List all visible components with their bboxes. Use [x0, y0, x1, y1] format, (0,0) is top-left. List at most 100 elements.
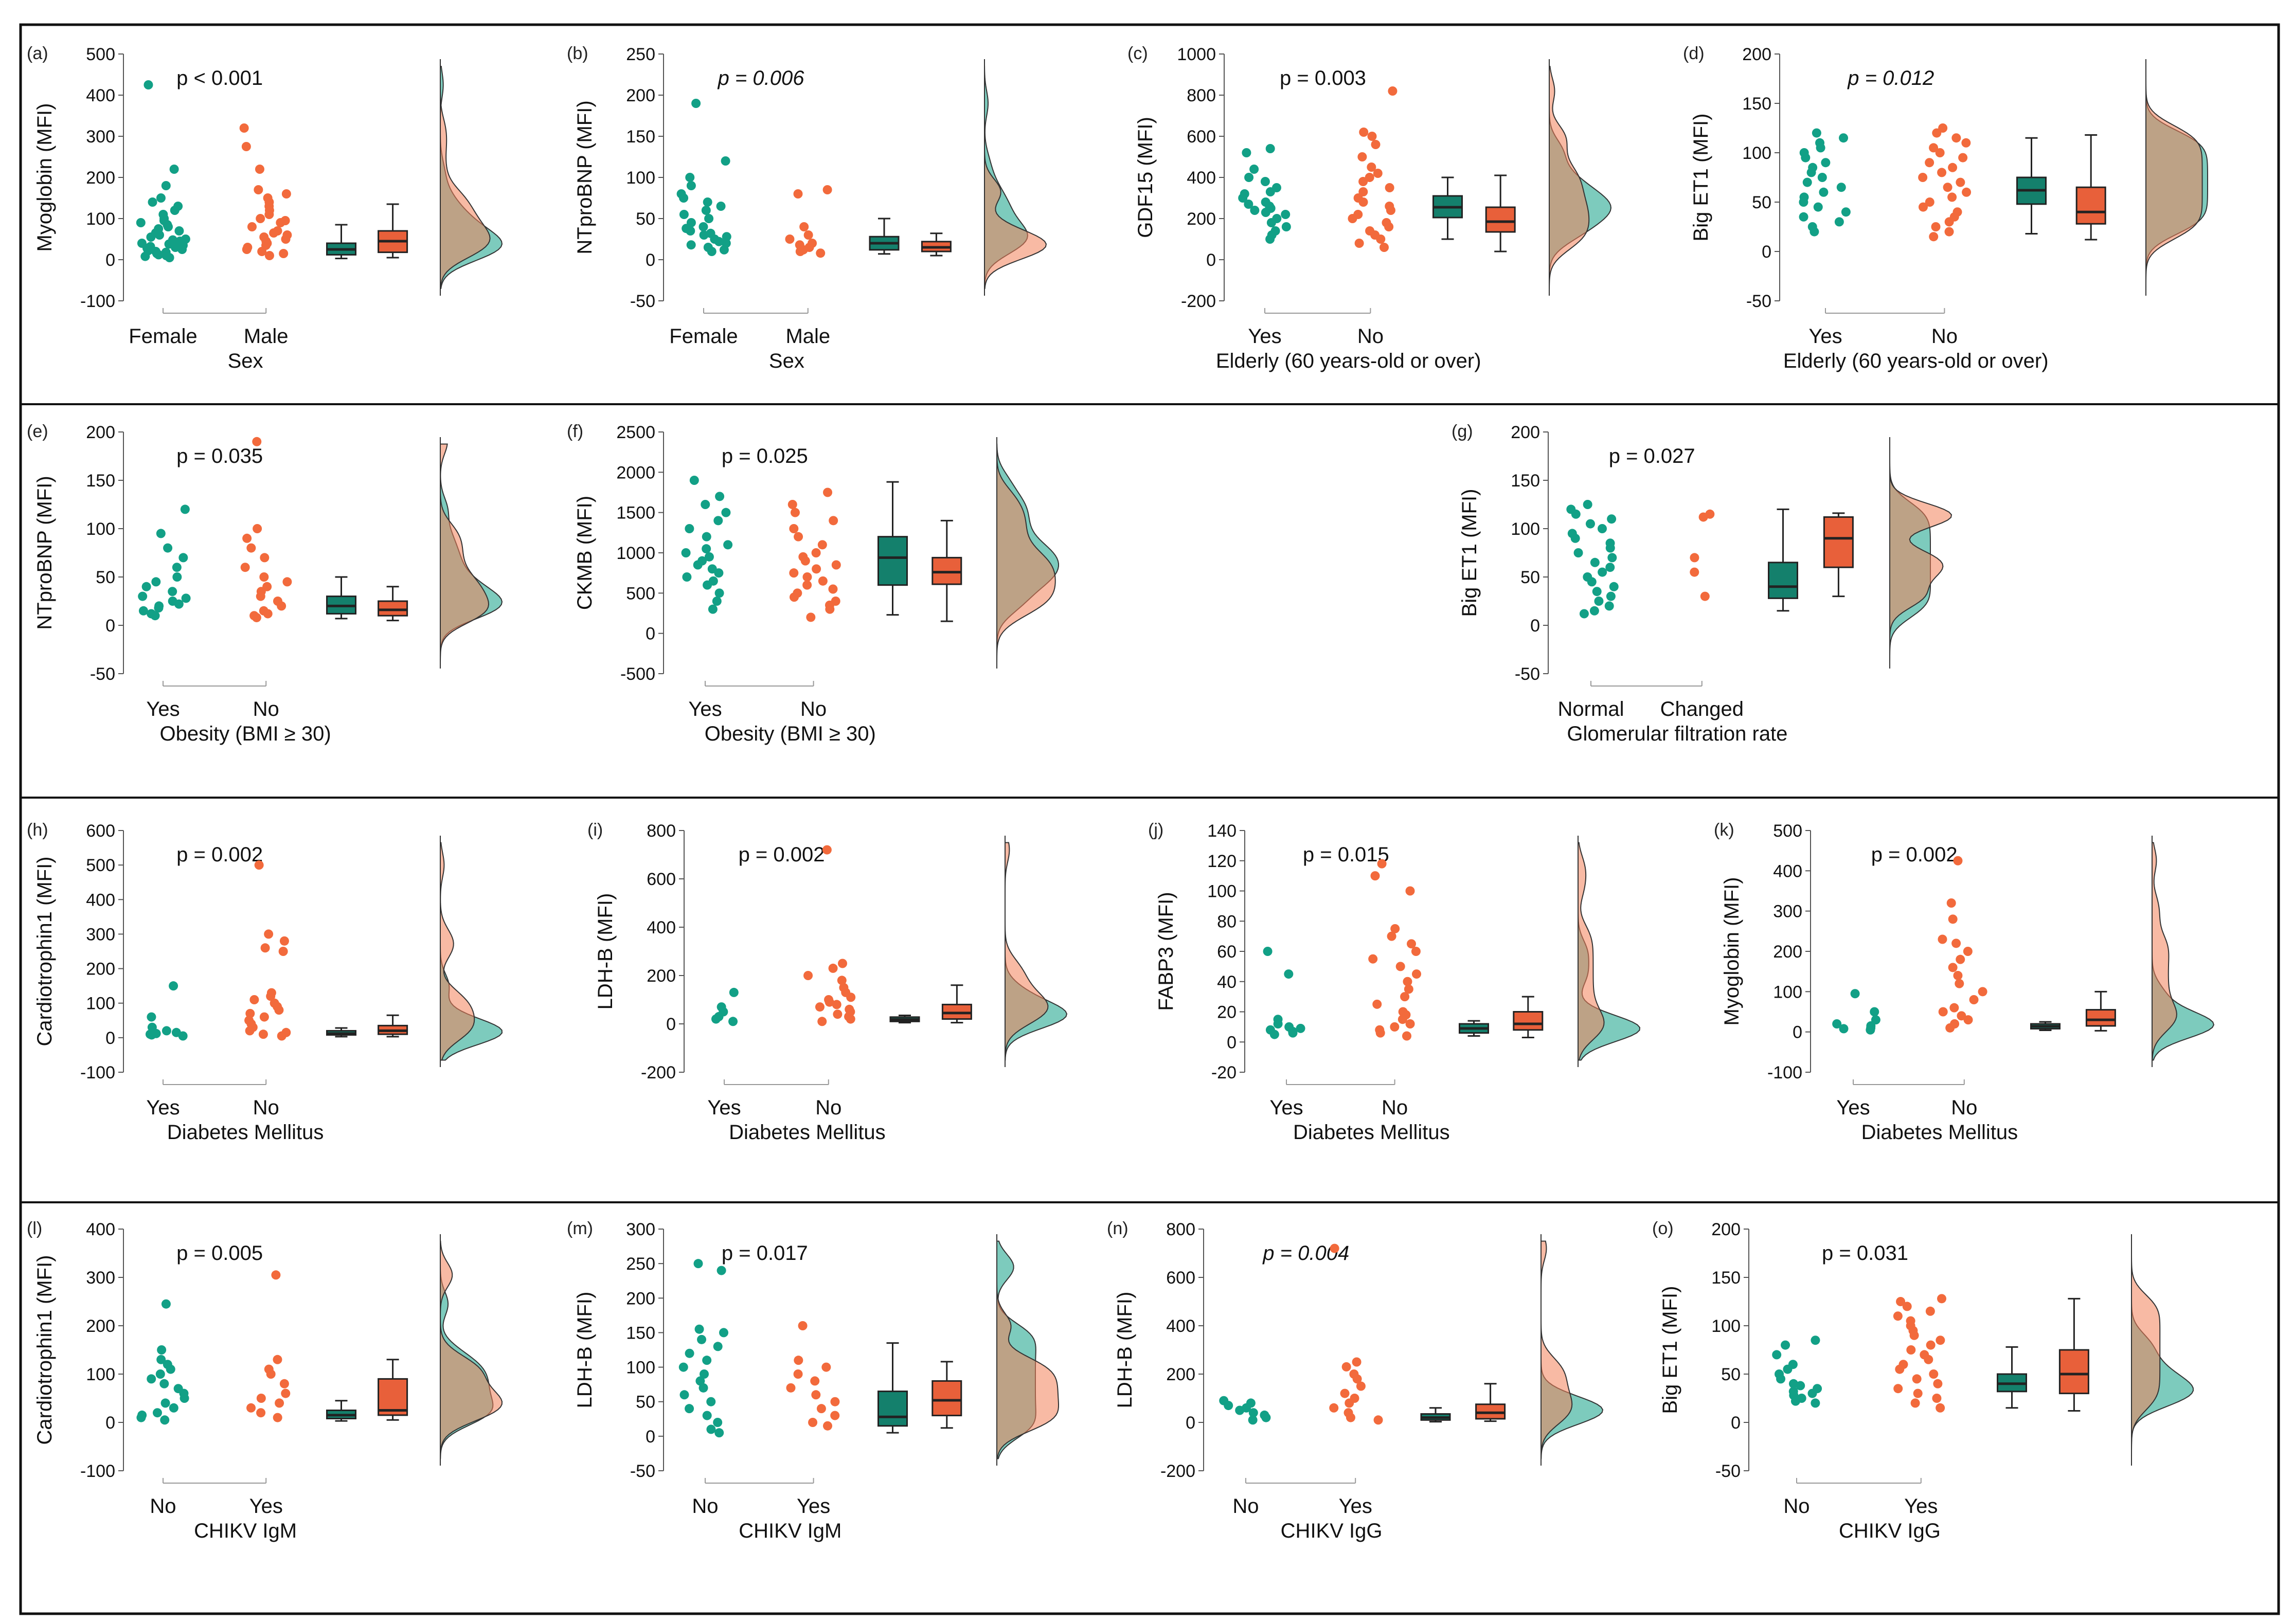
- data-point: [1390, 1022, 1400, 1032]
- data-point: [702, 1356, 712, 1365]
- data-point: [1948, 163, 1958, 172]
- panel-g: (g) Big ET1 (MFI) -50 0 50 100 150 200 Normal Cha…: [1452, 422, 1952, 745]
- y-tick-label: 500: [86, 45, 115, 64]
- y-tick-label: 150: [626, 127, 655, 147]
- data-point: [1949, 1003, 1959, 1013]
- y-tick-label: 0: [1731, 1413, 1741, 1433]
- data-point: [152, 1408, 162, 1418]
- data-point: [1956, 954, 1965, 964]
- data-point: [1929, 232, 1939, 242]
- panel-e: (e) NTproBNP (MFI) -50 0 50 100 150 200 Yes No Obe…: [27, 422, 503, 745]
- data-point: [1912, 1374, 1922, 1384]
- data-point: [682, 572, 692, 582]
- data-point: [161, 181, 171, 190]
- data-point: [278, 947, 288, 956]
- data-point: [695, 1376, 705, 1386]
- data-point: [1387, 931, 1396, 941]
- y-tick-label: 200: [1742, 45, 1771, 64]
- data-point: [1925, 197, 1934, 207]
- data-point: [256, 1394, 266, 1403]
- data-point: [693, 1259, 703, 1269]
- y-tick-label: 500: [86, 856, 115, 875]
- y-axis-title: Myoglobin (MFI): [33, 103, 56, 252]
- panel-b: (b) NTproBNP (MFI) -50 0 50 100 150 200 250 Femal…: [567, 44, 1047, 372]
- panel-c: (c) GDF15 (MFI) -200 0 200 400 600 800 1000 Yes No…: [1127, 44, 1612, 372]
- data-point: [703, 197, 712, 207]
- y-tick-label: 40: [1217, 972, 1237, 992]
- x-tick-label: No: [150, 1495, 176, 1518]
- data-point: [246, 1403, 256, 1413]
- data-point: [1896, 1297, 1906, 1306]
- data-point: [716, 1266, 726, 1275]
- data-point: [1796, 1381, 1805, 1391]
- data-point: [1951, 133, 1961, 143]
- data-point: [242, 533, 252, 543]
- y-tick-label: 0: [1206, 250, 1216, 270]
- data-point: [1834, 217, 1844, 227]
- density-cloud: [2131, 1241, 2161, 1459]
- data-point: [702, 544, 711, 554]
- data-point: [1812, 128, 1821, 138]
- y-tick-label: 0: [1227, 1033, 1237, 1052]
- data-point: [1944, 217, 1954, 227]
- data-point: [275, 1398, 284, 1408]
- data-point: [703, 580, 712, 590]
- y-tick-label: 200: [86, 1316, 115, 1336]
- data-point: [1248, 1415, 1258, 1425]
- data-point: [1375, 1028, 1385, 1038]
- x-tick-label: Yes: [707, 1096, 741, 1119]
- data-point: [1260, 177, 1270, 186]
- data-point: [1358, 177, 1368, 186]
- y-axis-title: NTproBNP (MFI): [574, 100, 596, 254]
- data-point: [1371, 140, 1381, 149]
- data-point: [146, 232, 156, 242]
- data-point: [802, 580, 812, 590]
- data-point: [686, 240, 696, 250]
- data-point: [1368, 954, 1378, 964]
- data-point: [1948, 914, 1958, 924]
- data-point: [1807, 1388, 1817, 1398]
- data-point: [266, 1369, 276, 1379]
- panel-letter: (f): [567, 422, 583, 441]
- y-tick-label: 600: [647, 870, 676, 889]
- data-point: [1373, 169, 1383, 178]
- data-point: [1358, 187, 1368, 196]
- data-point: [700, 1369, 709, 1379]
- p-value-label: p = 0.002: [176, 843, 263, 866]
- y-axis-title: Cardiotrophin1 (MFI): [33, 1255, 56, 1445]
- data-point: [279, 936, 289, 946]
- y-tick-label: 50: [636, 209, 655, 229]
- density-cloud: [1005, 842, 1049, 1061]
- y-tick-label: -50: [630, 1461, 655, 1481]
- y-tick-label: 250: [626, 1254, 655, 1274]
- data-point: [719, 245, 729, 255]
- p-value-label: p = 0.003: [1280, 67, 1366, 89]
- data-point: [1839, 133, 1849, 143]
- data-point: [276, 218, 285, 227]
- data-point: [828, 963, 838, 973]
- panel-letter: (h): [27, 820, 48, 840]
- data-point: [156, 529, 166, 538]
- data-point: [817, 1017, 827, 1026]
- data-point: [729, 987, 739, 997]
- x-tick-label: Yes: [797, 1495, 830, 1518]
- data-point: [246, 543, 256, 553]
- data-point: [1938, 934, 1947, 944]
- data-point: [170, 206, 180, 215]
- data-point: [1604, 601, 1614, 611]
- y-tick-label: 600: [1166, 1268, 1195, 1288]
- y-tick-label: 0: [105, 1413, 115, 1433]
- data-point: [1955, 979, 1964, 988]
- y-tick-label: -200: [1181, 292, 1216, 311]
- data-point: [795, 247, 805, 256]
- y-tick-label: -50: [1746, 292, 1771, 311]
- data-point: [1372, 999, 1382, 1009]
- panel-a: (a) Myoglobin (MFI) -100 0 100 200 300 400 500 Fe…: [27, 44, 503, 372]
- data-point: [159, 1379, 169, 1388]
- x-axis-title: CHIKV IgM: [739, 1520, 841, 1542]
- p-value-label: p = 0.002: [1871, 843, 1958, 866]
- p-value-label: p = 0.035: [176, 445, 263, 467]
- data-point: [1605, 563, 1615, 572]
- x-tick-label: No: [1783, 1495, 1810, 1518]
- data-point: [785, 234, 795, 244]
